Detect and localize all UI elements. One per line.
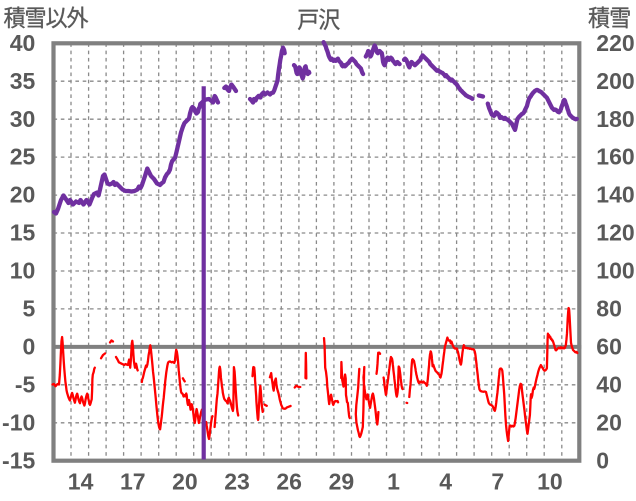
svg-text:-10: -10 xyxy=(2,409,35,435)
svg-text:5: 5 xyxy=(23,296,36,322)
svg-text:26: 26 xyxy=(276,468,302,494)
svg-text:14: 14 xyxy=(68,468,94,494)
svg-text:25: 25 xyxy=(10,144,36,170)
svg-text:7: 7 xyxy=(491,468,504,494)
svg-text:-5: -5 xyxy=(15,371,36,397)
svg-text:35: 35 xyxy=(10,68,36,94)
svg-text:4: 4 xyxy=(439,468,452,494)
svg-text:100: 100 xyxy=(596,258,634,284)
svg-text:180: 180 xyxy=(596,106,634,132)
svg-text:10: 10 xyxy=(537,468,563,494)
svg-text:23: 23 xyxy=(224,468,250,494)
svg-text:120: 120 xyxy=(596,220,634,246)
svg-text:20: 20 xyxy=(596,409,622,435)
svg-text:220: 220 xyxy=(596,30,634,56)
svg-text:60: 60 xyxy=(596,334,622,360)
svg-text:29: 29 xyxy=(329,468,355,494)
svg-text:1: 1 xyxy=(387,468,400,494)
svg-text:40: 40 xyxy=(596,371,622,397)
svg-text:20: 20 xyxy=(172,468,198,494)
svg-text:80: 80 xyxy=(596,296,622,322)
svg-text:30: 30 xyxy=(10,106,36,132)
svg-text:200: 200 xyxy=(596,68,634,94)
svg-text:0: 0 xyxy=(596,447,609,473)
svg-text:20: 20 xyxy=(10,182,36,208)
svg-text:10: 10 xyxy=(10,258,36,284)
svg-text:0: 0 xyxy=(23,334,36,360)
svg-text:-15: -15 xyxy=(2,447,35,473)
svg-text:15: 15 xyxy=(10,220,36,246)
svg-text:160: 160 xyxy=(596,144,634,170)
svg-text:140: 140 xyxy=(596,182,634,208)
svg-text:40: 40 xyxy=(10,30,36,56)
svg-text:17: 17 xyxy=(120,468,146,494)
